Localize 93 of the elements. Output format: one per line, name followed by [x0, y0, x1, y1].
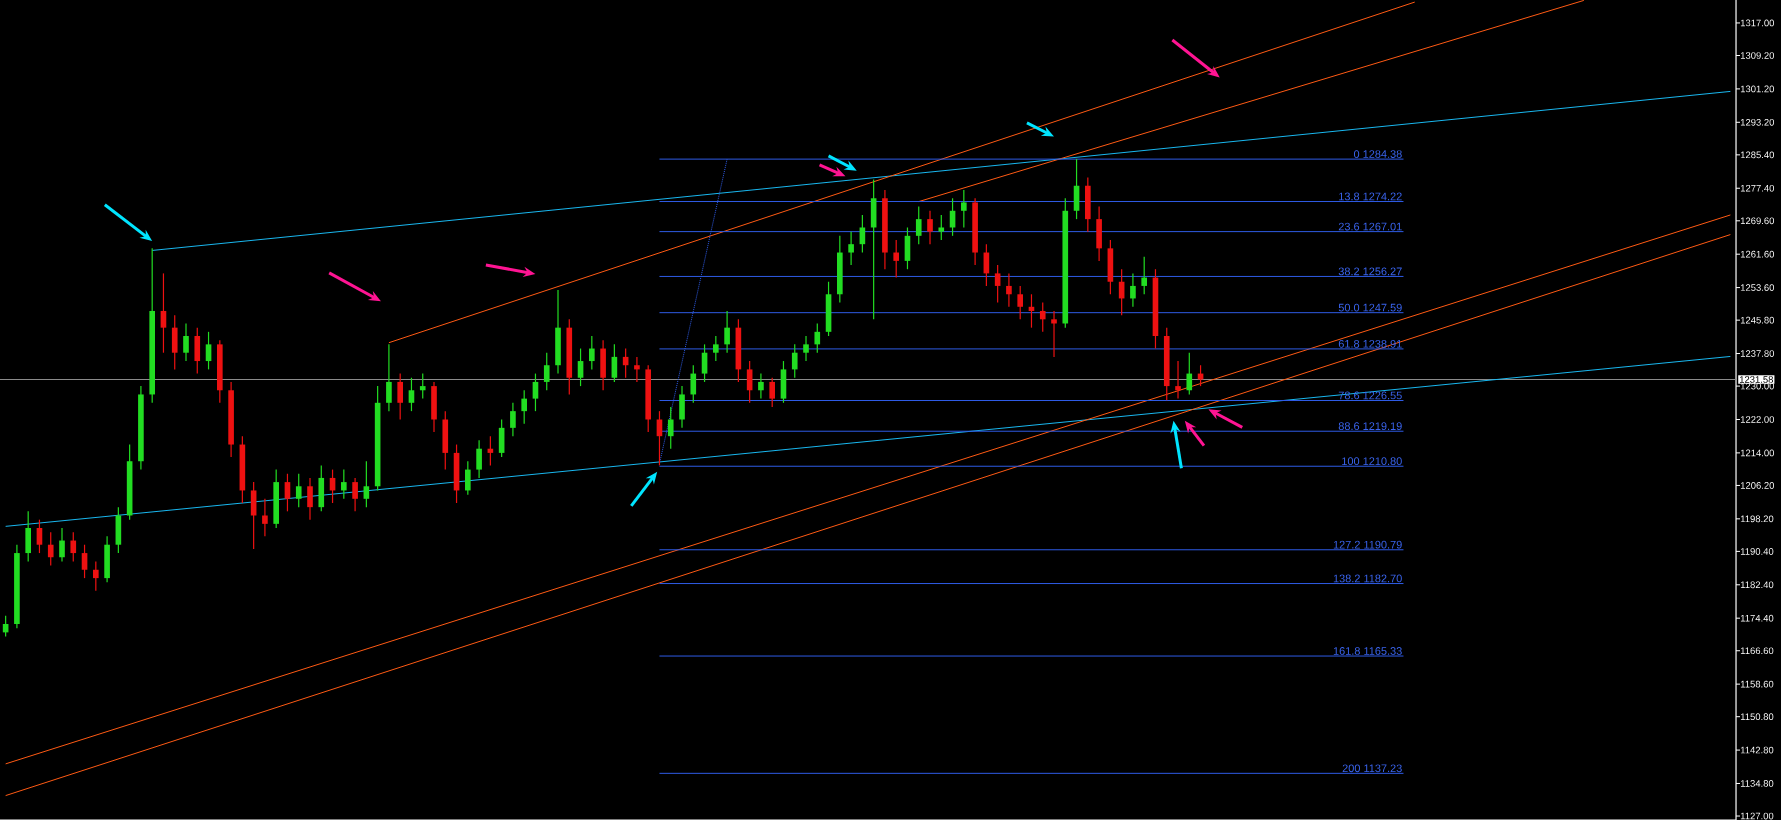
candlestick	[81, 544, 88, 579]
candlestick	[295, 473, 302, 508]
candlestick	[521, 389, 528, 425]
y-tick-label: 1253.60	[1740, 284, 1775, 291]
candlestick	[183, 322, 189, 362]
y-tick-label: 1245.80	[1740, 316, 1775, 324]
candlestick	[47, 531, 54, 567]
y-tick-label: 1150.80	[1740, 713, 1774, 721]
y-tick-label: 1293.20	[1740, 118, 1775, 126]
candlestick	[893, 239, 900, 279]
candlestick	[859, 214, 866, 254]
y-tick-label: 1174.40	[1740, 614, 1774, 622]
candlestick	[961, 189, 967, 229]
candlestick	[634, 356, 640, 383]
y-tick-label: 1206.20	[1740, 482, 1775, 489]
candlestick	[589, 335, 595, 370]
annotation: 0 1284.38	[1353, 150, 1402, 158]
candlestick	[1175, 360, 1181, 400]
candlestick	[577, 347, 584, 387]
candlestick	[1130, 272, 1136, 308]
annotation: 127.2 1190.79	[1333, 540, 1402, 549]
candlestick	[1197, 364, 1204, 387]
y-tick-label: 1317.00	[1740, 19, 1775, 27]
y-tick-label: 1214.00	[1740, 449, 1775, 457]
candlestick	[476, 439, 482, 479]
y-tick-label: 1277.40	[1740, 184, 1775, 192]
annotation: 100 1210.80	[1342, 457, 1402, 466]
annotation: 50.0 1247.59	[1338, 303, 1402, 312]
candlestick	[36, 519, 43, 554]
candlestick	[205, 331, 212, 370]
candlestick	[848, 231, 854, 266]
y-tick-label: 1158.60	[1740, 680, 1774, 688]
candlestick	[994, 264, 1001, 304]
candlestick	[1051, 310, 1057, 358]
candlestick	[352, 477, 358, 512]
candlestick	[758, 372, 764, 400]
candlestick	[927, 210, 933, 245]
annotation: 161.8 1165.33	[1333, 647, 1402, 655]
candlestick	[543, 352, 550, 391]
candlestick	[363, 460, 370, 508]
annotation: 138.2 1182.70	[1333, 574, 1402, 583]
y-tick-label: 1190.40	[1740, 548, 1774, 555]
candlestick	[70, 531, 77, 563]
candlestick	[510, 402, 516, 437]
ref-line-label: 1231.58	[1739, 376, 1774, 383]
candlestick	[769, 377, 776, 408]
candlestick	[59, 527, 65, 563]
candlestick	[160, 272, 167, 354]
annotation: 88.6 1219.19	[1338, 422, 1402, 431]
annotation: 13.8 1274.22	[1339, 192, 1402, 201]
candlestick	[465, 460, 471, 496]
candlestick	[915, 206, 922, 245]
y-tick-label: 1301.20	[1740, 85, 1775, 93]
candlestick	[262, 498, 268, 537]
y-tick-label: 1142.80	[1740, 746, 1774, 754]
candlestick	[814, 322, 821, 354]
candlestick	[93, 560, 99, 592]
y-tick-label: 1261.60	[1740, 250, 1775, 258]
candlestick	[1017, 285, 1024, 320]
candlestick	[667, 406, 674, 450]
y-tick-label: 1222.00	[1740, 416, 1775, 423]
candlestick	[656, 410, 663, 467]
y-tick-label: 1230.00	[1740, 382, 1775, 390]
candlestick	[724, 310, 730, 354]
candlestick	[791, 343, 798, 379]
y-tick-label: 1134.80	[1740, 780, 1774, 787]
y-tick-label: 1166.60	[1740, 647, 1774, 655]
y-tick-label: 1309.20	[1740, 52, 1775, 59]
candlestick	[938, 214, 945, 241]
y-tick-label: 1198.20	[1740, 515, 1774, 523]
y-tick-label: 1127.00	[1740, 812, 1774, 820]
candlestick	[307, 477, 313, 521]
y-tick-label: 1269.60	[1740, 217, 1775, 225]
candlestick	[1186, 352, 1193, 396]
candlestick	[408, 377, 415, 412]
annotation: 23.6 1267.01	[1338, 222, 1402, 231]
candlestick	[397, 372, 403, 421]
candlestick	[419, 372, 426, 400]
candlestick	[690, 364, 697, 404]
candlestick	[341, 468, 347, 500]
candlestick	[284, 473, 291, 512]
candlestick	[386, 343, 392, 412]
annotation: 200 1137.23	[1342, 764, 1402, 773]
candlestick	[1006, 272, 1012, 308]
candlestick	[803, 335, 809, 362]
candlestick	[713, 335, 719, 362]
candlestick	[532, 372, 539, 412]
y-tick-label: 1237.80	[1740, 350, 1775, 357]
annotation: 38.2 1256.27	[1338, 267, 1402, 276]
y-tick-label: 1182.40	[1740, 581, 1774, 589]
candlestick	[1039, 302, 1046, 333]
y-tick-label: 1285.40	[1740, 151, 1775, 159]
candlestick	[1141, 256, 1148, 295]
